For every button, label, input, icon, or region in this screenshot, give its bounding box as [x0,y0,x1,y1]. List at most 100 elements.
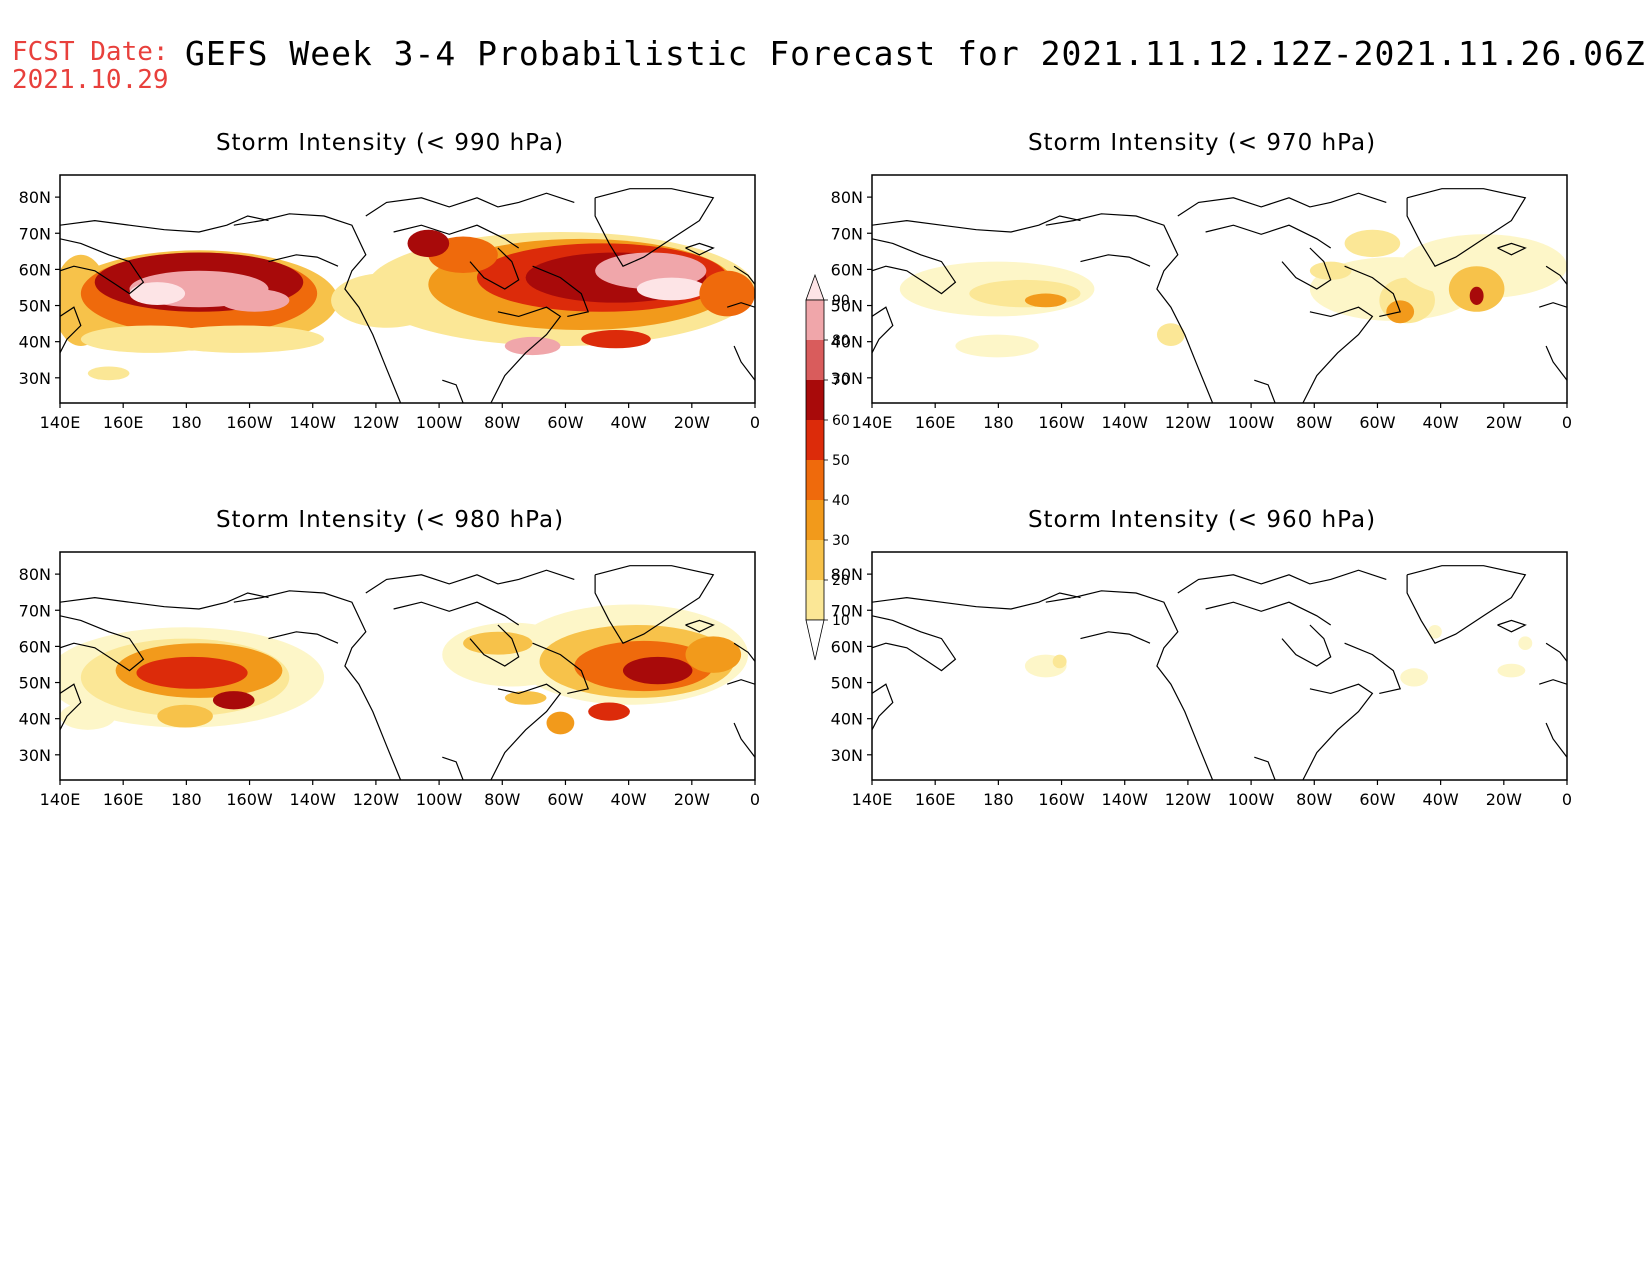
map-frame [871,551,1568,781]
lon-tick-label: 20W [674,790,710,809]
map-background [872,552,1567,780]
lon-tick-label: 40W [611,413,647,432]
coastline [594,565,715,644]
coastline [1045,213,1214,403]
colorbar-label: 80 [832,333,850,349]
coastline [268,254,339,267]
lon-tick-label: 140E [852,790,893,809]
probability-shade [1344,229,1401,258]
colorbar-label: 20 [832,573,850,589]
coastline [490,306,562,403]
lat-tick-label: 60N [19,260,51,279]
lon-tick-label: 100W [416,790,463,809]
map-frame [59,551,756,781]
lon-tick-label: 0 [750,413,760,432]
lon-tick-label: 180 [171,413,202,432]
lon-tick-label: 60W [1359,413,1395,432]
coastline [872,592,1081,610]
lon-tick-label: 140W [290,790,337,809]
lat-tick-label: 40N [831,333,863,352]
fcst-date-value: 2021.10.29 [12,65,169,95]
probability-shade [1428,624,1442,639]
coastline [365,192,575,217]
lat-tick-label: 80N [831,188,863,207]
forecast-date-label: FCST Date: 2021.10.29 [12,38,169,94]
lon-tick-label: 120W [353,413,400,432]
lon-tick-label: 40W [611,790,647,809]
coastline [1080,631,1151,644]
coastline [1302,306,1374,403]
probability-shade [212,691,255,710]
coastline [1406,565,1527,644]
colorbar-swatch [806,300,824,340]
colorbar-bottom-arrow [805,619,825,661]
lon-tick-label: 60W [547,413,583,432]
coastline [685,242,715,256]
lat-tick-label: 50N [19,297,51,316]
coastline [1406,188,1527,267]
coastline [60,615,145,672]
coastline [60,592,269,610]
probability-shade [699,270,755,317]
lon-tick-label: 140E [40,790,81,809]
coastline [1545,722,1567,758]
lon-tick-label: 0 [1562,790,1572,809]
colorbar-label: 60 [832,413,850,429]
main-title: GEFS Week 3-4 Probabilistic Forecast for… [185,34,1646,73]
lat-tick-label: 40N [831,710,863,729]
coastline [233,590,402,780]
coastline [1344,265,1402,317]
lon-tick-label: 160W [226,790,273,809]
lon-tick-label: 40W [1423,413,1459,432]
coastline [1177,192,1387,217]
map-panel-990: 80N 70N 60N 50N 40N 30N 140E 160E 180 160W 140W 120… [19,174,760,432]
lat-tick-label: 70N [831,601,863,620]
map-panel-980: 80N 70N 60N 50N 40N 30N 140E 160E 180 160W 140W 120… [19,551,760,809]
coastline [469,247,520,290]
coastline [1539,302,1567,308]
colorbar-label: 90 [832,293,850,309]
lat-tick-label: 50N [831,297,863,316]
probability-shade [581,330,651,349]
probability-shade [1400,234,1567,299]
coastline [1545,265,1567,285]
lat-tick-label: 40N [19,333,51,352]
lon-tick-label: 20W [1486,790,1522,809]
colorbar-top-arrow [805,273,825,301]
coastline [1281,247,1332,290]
lon-tick-label: 160E [103,790,144,809]
probability-shade [1469,286,1484,305]
lat-tick-label: 60N [19,637,51,656]
coastline [393,224,520,249]
lat-tick-label: 70N [19,601,51,620]
coastline [1302,683,1374,780]
lon-tick-label: 20W [674,413,710,432]
lon-tick-label: 160E [915,413,956,432]
coastline [727,302,755,308]
probability-shade [1156,323,1185,346]
lon-tick-label: 160W [226,413,273,432]
lat-tick-label: 80N [831,565,863,584]
coastline [1545,345,1567,381]
probability-shade [1518,636,1533,651]
lon-tick-label: 140E [40,413,81,432]
probability-shade [588,702,630,721]
lon-tick-label: 40W [1423,790,1459,809]
coastline [365,569,575,594]
colorbar-swatch [806,460,824,500]
colorbar-label: 10 [832,613,850,629]
lon-tick-label: 0 [750,790,760,809]
lon-tick-label: 160W [1038,790,1085,809]
lon-tick-label: 100W [1228,790,1275,809]
coastline [872,306,894,354]
coastline [1545,642,1567,662]
coastline [268,631,339,644]
lon-tick-label: 80W [484,790,520,809]
coastline [393,601,520,626]
lon-tick-label: 140W [1102,790,1149,809]
coastline [1497,619,1527,633]
lon-tick-label: 60W [547,790,583,809]
probability-shade [1497,663,1526,678]
probability-shade [546,711,575,735]
panel-title-990: Storm Intensity (< 990 hPa) [215,130,565,156]
